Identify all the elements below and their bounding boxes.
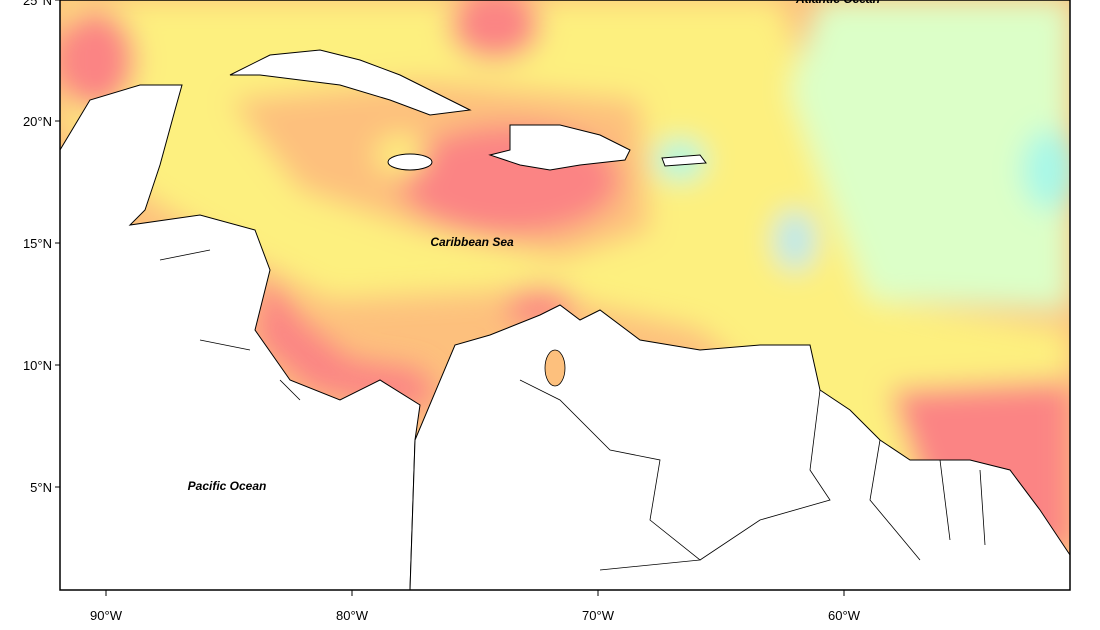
central-america — [60, 84, 421, 590]
lat-tick-label: 15°N — [23, 236, 52, 251]
lake-maracaibo — [544, 349, 566, 387]
frame — [59, 0, 1071, 591]
lon-tick-label: 80°W — [336, 608, 369, 623]
hispaniola — [488, 124, 631, 171]
lat-tick-label: 5°N — [30, 480, 52, 495]
lon-tick-label: 90°W — [90, 608, 123, 623]
lat-tick-label: 25°N — [23, 0, 52, 8]
lat-tick-label: 10°N — [23, 358, 52, 373]
sea-label: Atlantic Ocean — [795, 0, 880, 6]
borders — [159, 249, 986, 571]
lat-tick-label: 20°N — [23, 114, 52, 129]
lon-tick-label: 60°W — [828, 608, 861, 623]
south-america — [409, 304, 1070, 590]
cuba — [229, 49, 472, 116]
field — [60, 0, 1070, 590]
sea-label: Pacific Ocean — [188, 479, 267, 493]
jamaica — [387, 153, 433, 171]
puerto-rico — [661, 154, 707, 167]
sea-label: Caribbean Sea — [430, 235, 514, 249]
lon-tick-label: 70°W — [582, 608, 615, 623]
